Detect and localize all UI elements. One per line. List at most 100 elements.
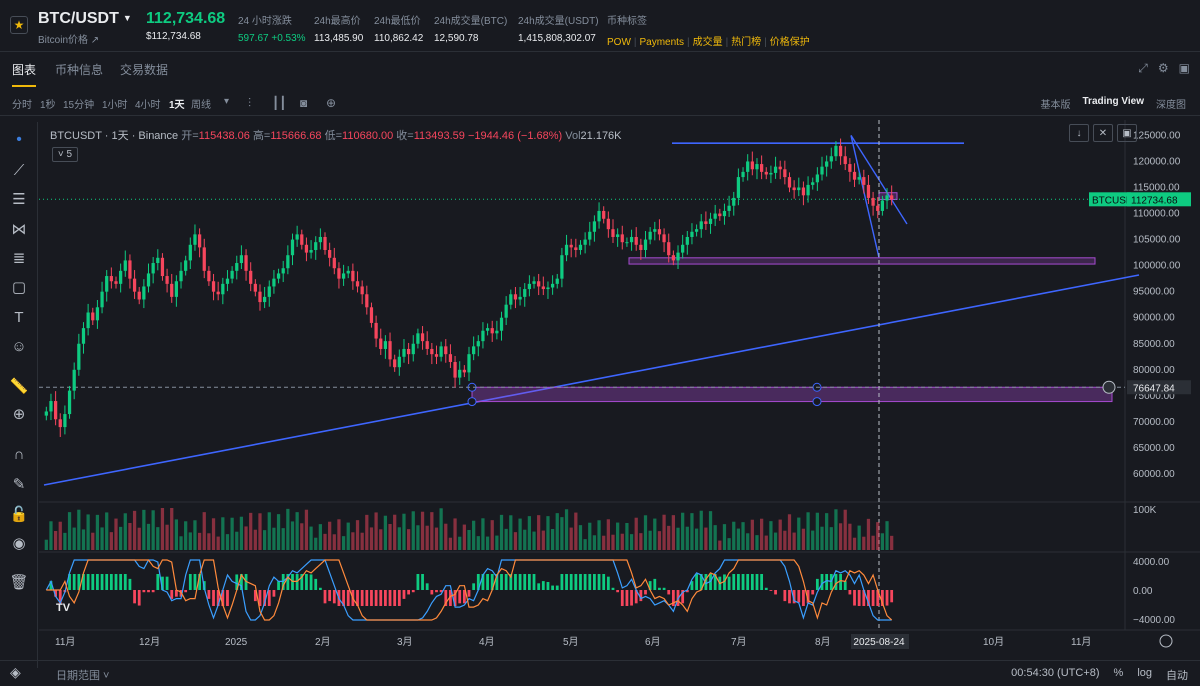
collapse-icon[interactable]: ✕ bbox=[1093, 124, 1113, 142]
candle-body bbox=[806, 184, 810, 196]
candle-body bbox=[606, 218, 610, 230]
macd-histogram-bar bbox=[737, 574, 740, 590]
tag-link[interactable]: 热门榜 bbox=[731, 37, 762, 48]
candle-body bbox=[49, 401, 53, 412]
log-toggle[interactable]: log bbox=[1137, 667, 1152, 679]
tab-trading-data[interactable]: 交易数据 bbox=[120, 63, 169, 77]
price-chart[interactable]: 60000.00 65000.00 70000.00 75000.00 80000.00… bbox=[39, 120, 1200, 660]
macd-histogram-bar bbox=[658, 587, 661, 590]
emoji-icon[interactable]: ☺ bbox=[11, 337, 27, 355]
tag-link[interactable]: 价格保护 bbox=[769, 37, 810, 48]
candle-body bbox=[866, 184, 871, 198]
candle-body bbox=[797, 187, 801, 191]
macd-histogram-bar bbox=[890, 590, 894, 603]
candle-body bbox=[504, 304, 508, 318]
macd-histogram-bar bbox=[774, 590, 777, 595]
trendline-icon[interactable]: ⟋ bbox=[13, 161, 25, 179]
last-price-usd: $112,734.68 bbox=[146, 31, 201, 42]
layers-icon[interactable]: ◈ bbox=[10, 664, 21, 680]
candle-body bbox=[657, 229, 662, 235]
macd-histogram-bar bbox=[91, 574, 95, 590]
macd-histogram-bar bbox=[384, 590, 387, 606]
symbol-selector[interactable]: BTC/USDT ▼ bbox=[38, 10, 132, 28]
lock-icon[interactable]: 🔓 bbox=[9, 506, 29, 523]
volume-bar bbox=[783, 530, 787, 550]
candle-body bbox=[119, 270, 123, 284]
pencil-lock-icon[interactable]: ✎ bbox=[12, 476, 26, 493]
settings-icon[interactable]: ⚙ bbox=[1157, 61, 1169, 75]
legend-low-label: 低= bbox=[324, 130, 343, 142]
macd-histogram-bar bbox=[802, 590, 805, 606]
interval-1h[interactable]: 1小时 bbox=[102, 100, 128, 111]
macd-histogram-bar bbox=[783, 590, 787, 602]
volume-bar bbox=[611, 534, 615, 550]
candle-body bbox=[314, 242, 318, 250]
tab-coin-info[interactable]: 币种信息 bbox=[55, 63, 104, 77]
volume-bar bbox=[852, 537, 857, 550]
stat-label: 24h最低价 bbox=[374, 16, 421, 27]
macd-histogram-bar bbox=[630, 590, 633, 606]
restore-icon[interactable]: ▣ bbox=[1117, 124, 1137, 142]
volume-bar bbox=[174, 519, 179, 550]
add-indicator-icon[interactable]: ⊕ bbox=[326, 96, 337, 110]
candle-body bbox=[369, 307, 374, 323]
price-tick-label: 65000.00 bbox=[1133, 443, 1175, 454]
candle-body bbox=[263, 296, 267, 303]
fib-icon[interactable]: ≣ bbox=[12, 250, 26, 267]
auto-toggle[interactable]: 自动 bbox=[1166, 670, 1188, 682]
crosshair-dot-icon[interactable]: • bbox=[16, 131, 22, 148]
tab-chart[interactable]: 图表 bbox=[12, 63, 37, 87]
interval-1s[interactable]: 1秒 bbox=[40, 100, 56, 111]
expand-icon[interactable]: ⤢ bbox=[1138, 61, 1148, 75]
macd-histogram-bar bbox=[142, 590, 146, 593]
candle-body bbox=[685, 236, 689, 245]
text-icon[interactable]: T bbox=[14, 308, 24, 326]
tag-link[interactable]: Payments bbox=[639, 37, 684, 48]
stat-label: 24h最高价 bbox=[314, 16, 361, 27]
view-basic[interactable]: 基本版 bbox=[1040, 100, 1071, 111]
macd-histogram-bar bbox=[723, 574, 726, 590]
macd-histogram-bar bbox=[555, 585, 559, 590]
interval-4h[interactable]: 4小时 bbox=[135, 100, 161, 111]
candle-body bbox=[546, 287, 550, 290]
magnet-icon[interactable]: ∩ bbox=[13, 445, 25, 463]
macd-histogram-bar bbox=[393, 590, 397, 606]
camera-icon[interactable]: ◙ bbox=[300, 96, 308, 110]
candle-body bbox=[434, 354, 439, 357]
candle-body bbox=[267, 286, 271, 297]
pitchfork-icon[interactable]: ⋈ bbox=[11, 221, 27, 238]
interval-time-sharing[interactable]: 分时 bbox=[12, 100, 32, 111]
ruler-icon[interactable]: 📏 bbox=[9, 378, 29, 395]
percent-toggle[interactable]: % bbox=[1113, 667, 1124, 679]
volume-bar bbox=[736, 528, 741, 550]
horizontal-lines-icon[interactable]: ☰ bbox=[12, 191, 26, 208]
chart-type-icon[interactable]: ⫶ bbox=[248, 96, 252, 110]
arrow-down-icon[interactable]: ↓ bbox=[1069, 124, 1089, 142]
favorite-star-icon[interactable]: ★ bbox=[10, 16, 28, 34]
volume-bar bbox=[295, 512, 299, 550]
eye-icon[interactable]: ◉ bbox=[12, 535, 26, 552]
trash-icon[interactable]: 🗑 bbox=[9, 574, 29, 591]
interval-15m[interactable]: 15分钟 bbox=[63, 100, 95, 111]
volume-bar bbox=[165, 524, 169, 550]
interval-1d[interactable]: 1天 bbox=[169, 100, 185, 111]
tag-link[interactable]: POW bbox=[607, 37, 631, 48]
view-tradingview[interactable]: Trading View bbox=[1082, 96, 1145, 107]
candle-style-icon[interactable]: ┃┃ bbox=[272, 96, 287, 110]
interval-more-chevron-icon[interactable]: ▾ bbox=[224, 96, 230, 107]
shape-rectangle-icon[interactable]: ▢ bbox=[11, 279, 27, 296]
view-depth[interactable]: 深度图 bbox=[1156, 100, 1186, 111]
volume-bar bbox=[235, 531, 239, 550]
macd-histogram-bar bbox=[588, 574, 592, 590]
interval-1w[interactable]: 周线 bbox=[191, 100, 211, 111]
indicator-toggle[interactable]: ˅ 5 bbox=[52, 147, 78, 162]
coin-price-link[interactable]: Bitcoin价格 ↗ bbox=[38, 35, 100, 46]
layout-icon[interactable]: ▣ bbox=[1178, 61, 1190, 75]
candle-body bbox=[346, 270, 350, 274]
date-range-button[interactable]: 日期范围 ˅ bbox=[56, 670, 110, 682]
candle-body bbox=[379, 338, 383, 349]
zoom-icon[interactable]: ⊕ bbox=[12, 406, 26, 423]
tag-link[interactable]: 成交量 bbox=[692, 37, 723, 48]
candle-body bbox=[286, 255, 290, 269]
macd-histogram-bar bbox=[509, 574, 513, 590]
